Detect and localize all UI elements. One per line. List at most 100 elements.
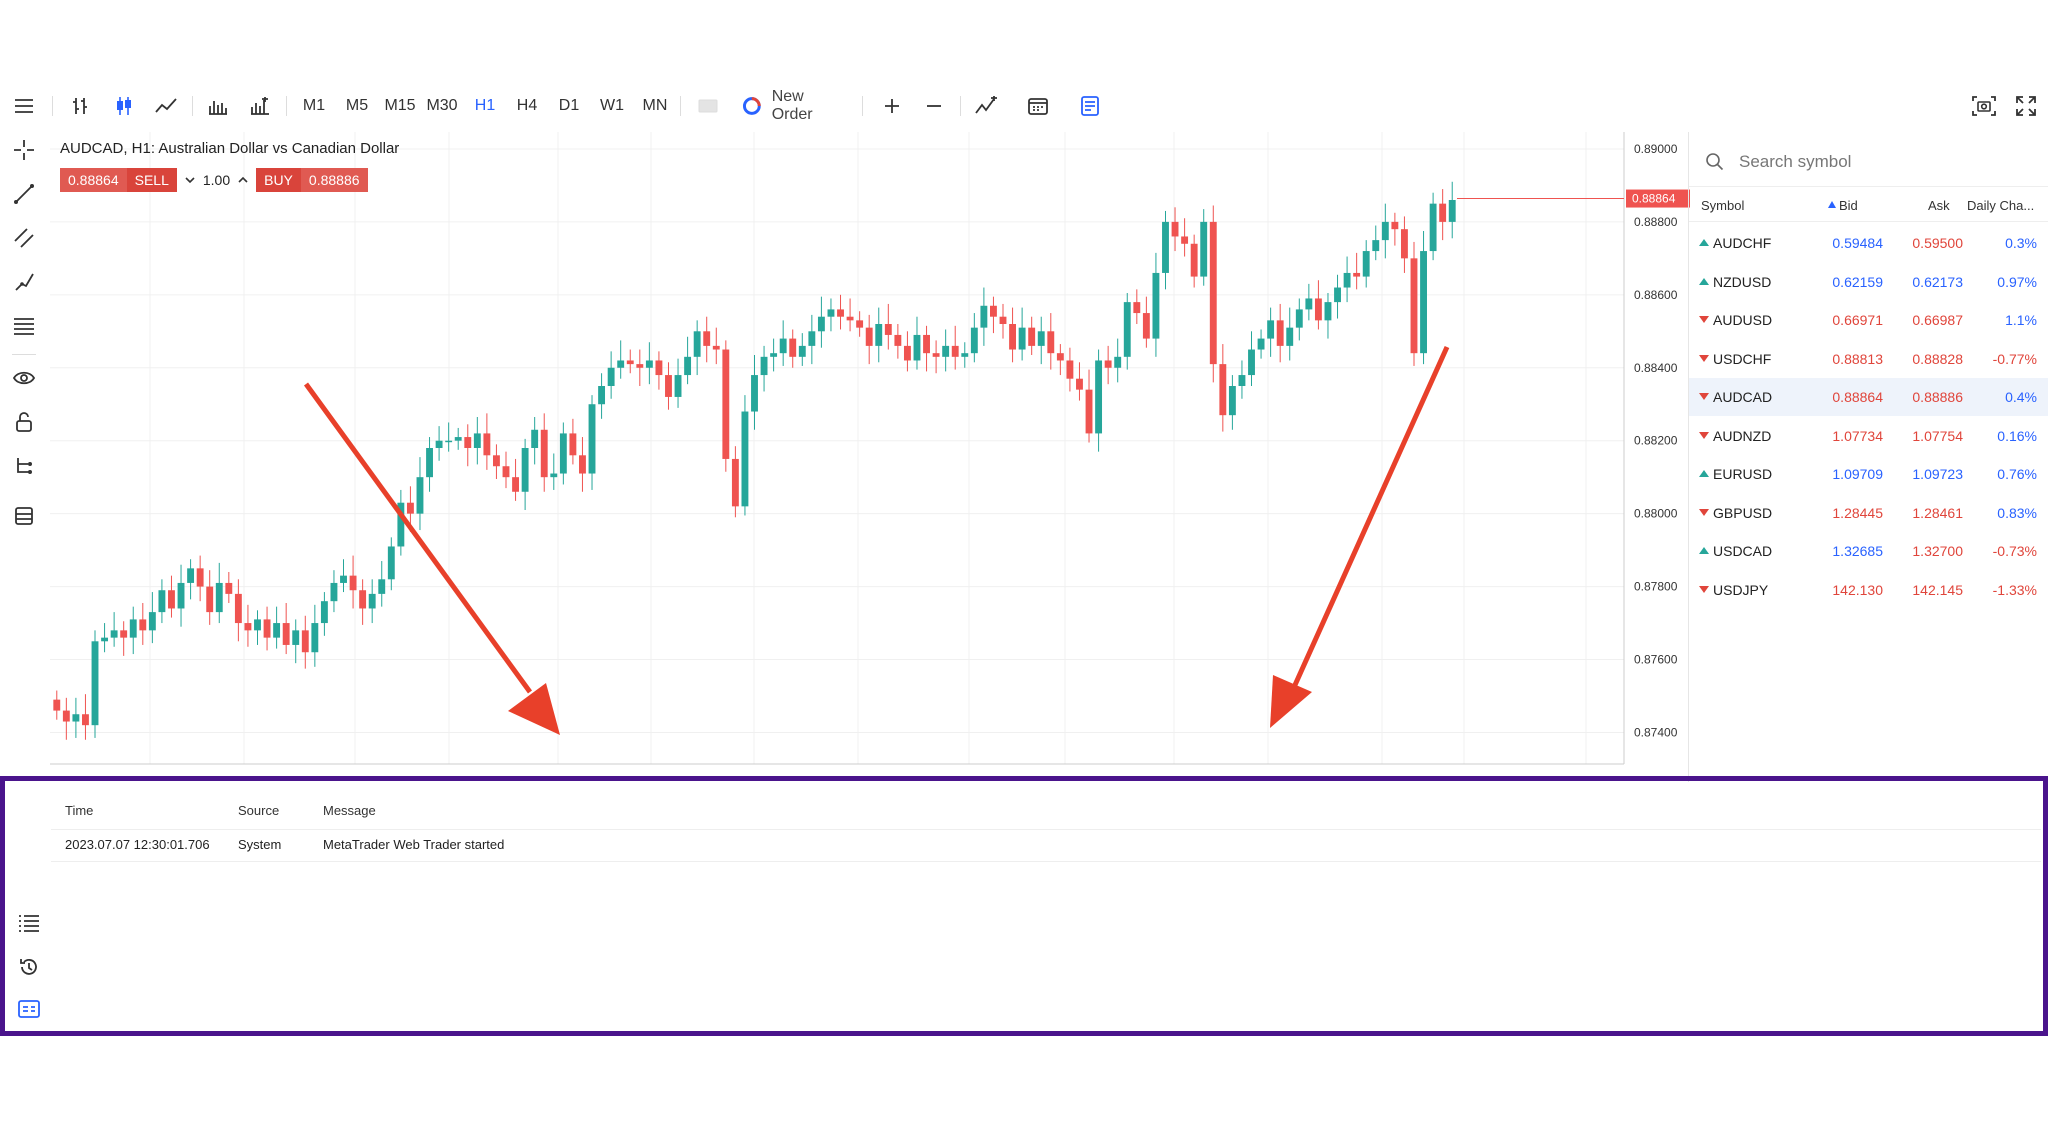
ask-value: 1.07754 — [1912, 427, 1963, 444]
candle-body — [1334, 287, 1341, 303]
bid-value: 0.88813 — [1832, 350, 1883, 367]
notes-icon[interactable] — [1078, 88, 1102, 124]
timeframe-m30[interactable]: M30 — [426, 97, 458, 114]
candlestick-chart[interactable]: 0.89000 0.88800 0.88600 0.88400 0.88200 0.880… — [50, 132, 1690, 782]
timeframe-w1[interactable]: W1 — [600, 97, 624, 114]
eye-icon[interactable] — [12, 366, 36, 390]
indicators-icon[interactable] — [248, 88, 272, 124]
col-time[interactable]: Time — [65, 803, 94, 818]
col-message[interactable]: Message — [323, 803, 376, 818]
candle-body — [951, 345, 959, 357]
y-tick-label: 0.87800 — [1634, 580, 1678, 594]
fullscreen-icon[interactable] — [2014, 88, 2038, 124]
list-icon[interactable] — [17, 911, 41, 935]
annotation-arrow-right — [1270, 345, 1450, 728]
symbol-row[interactable]: AUDCHF 0.59484 0.59500 0.3% — [1689, 224, 2048, 262]
bid-value: 0.66971 — [1832, 312, 1883, 328]
symbol-name: AUDCHF — [1713, 235, 1772, 251]
lot-size-value[interactable]: 1.00 — [202, 172, 231, 188]
candle-body — [884, 324, 892, 335]
timeframe-m1[interactable]: M1 — [302, 97, 326, 114]
timeframe-m15[interactable]: M15 — [384, 97, 416, 114]
candle-body — [330, 582, 338, 602]
sell-button[interactable]: SELL — [126, 168, 177, 192]
symbol-row[interactable]: AUDCAD 0.88864 0.88886 0.4% — [1689, 378, 2048, 416]
sell-price[interactable]: 0.88864 — [60, 168, 127, 192]
journal-icon[interactable] — [17, 997, 41, 1021]
candle-body — [129, 619, 137, 638]
chevron-down-icon[interactable] — [185, 176, 195, 184]
trend-line-icon[interactable] — [12, 182, 36, 206]
pitchfork-icon[interactable] — [12, 270, 36, 294]
candle-body — [1095, 360, 1103, 434]
channel-icon[interactable] — [12, 226, 36, 250]
timeframe-mn[interactable]: MN — [642, 97, 668, 114]
candle-body — [416, 477, 424, 514]
lock-icon[interactable] — [12, 410, 36, 434]
candle-body — [1018, 327, 1026, 350]
candle-body — [110, 630, 118, 638]
volume-icon[interactable] — [206, 88, 230, 124]
zoom-out-icon[interactable] — [922, 88, 946, 124]
candle-body — [846, 316, 854, 321]
history-icon[interactable] — [17, 955, 41, 979]
symbol-row[interactable]: EURUSD 1.09709 1.09723 0.76% — [1689, 455, 2048, 493]
symbol-name: EURUSD — [1713, 466, 1773, 482]
col-ask[interactable]: Ask — [1928, 198, 1950, 213]
candle-body — [435, 440, 443, 448]
search-input[interactable] — [1739, 152, 1999, 172]
col-daily-change[interactable]: Daily Cha... — [1967, 198, 2035, 213]
timeframe-h4[interactable]: H4 — [516, 97, 538, 114]
candlestick-icon[interactable] — [112, 88, 136, 124]
daily-change-value: -0.77% — [1992, 350, 2037, 367]
fibonacci-icon[interactable] — [12, 314, 36, 338]
zoom-in-icon[interactable] — [880, 88, 904, 124]
layers-icon[interactable] — [12, 504, 36, 528]
symbol-row[interactable]: GBPUSD 1.28445 1.28461 0.83% — [1689, 494, 2048, 532]
candle-body — [770, 353, 778, 357]
candle-body — [234, 593, 242, 624]
one-click-trading-icon[interactable] — [696, 88, 720, 124]
buy-button[interactable]: BUY — [256, 168, 301, 192]
lot-size-stepper[interactable]: 1.00 — [177, 168, 256, 192]
symbol-row[interactable]: USDJPY 142.130 142.145 -1.33% — [1689, 571, 2048, 609]
candle-body — [817, 316, 825, 332]
timeframe-m5[interactable]: M5 — [345, 97, 369, 114]
chevron-up-icon[interactable] — [238, 176, 248, 184]
y-tick-label: 0.88600 — [1634, 288, 1678, 302]
symbol-row[interactable]: NZDUSD 0.62159 0.62173 0.97% — [1689, 263, 2048, 301]
new-order-button[interactable]: New Order — [742, 88, 848, 124]
calendar-icon[interactable] — [1026, 88, 1050, 124]
daily-change-value: 1.1% — [2005, 312, 2037, 328]
timeframe-h1[interactable]: H1 — [474, 97, 496, 114]
price-chart[interactable]: 0.89000 0.88800 0.88600 0.88400 0.88200 0.880… — [50, 132, 1690, 782]
line-chart-icon[interactable] — [154, 88, 178, 124]
indicator-add-icon[interactable] — [974, 88, 1000, 124]
col-source[interactable]: Source — [238, 803, 280, 818]
symbol-row[interactable]: AUDUSD 0.66971 0.66987 1.1% — [1689, 301, 2048, 339]
col-bid[interactable]: Bid — [1839, 198, 1858, 213]
buy-price[interactable]: 0.88886 — [300, 168, 368, 192]
ask-value: 0.88886 — [1912, 389, 1963, 405]
screenshot-icon[interactable] — [1970, 88, 1998, 124]
symbol-name: AUDCAD — [1713, 389, 1773, 405]
candle-body — [473, 433, 481, 448]
timeframe-d1[interactable]: D1 — [558, 97, 580, 114]
symbol-row[interactable]: USDCHF 0.88813 0.88828 -0.77% — [1689, 340, 2048, 378]
symbol-name: AUDUSD — [1713, 312, 1773, 328]
col-symbol[interactable]: Symbol — [1701, 198, 1745, 213]
candle-body — [1410, 258, 1418, 354]
bar-chart-icon[interactable] — [68, 88, 92, 124]
symbol-row[interactable]: AUDNZD 1.07734 1.07754 0.16% — [1689, 417, 2048, 455]
menu-icon[interactable] — [12, 88, 36, 124]
symbol-search[interactable] — [1689, 144, 2048, 180]
symbol-row[interactable]: USDCAD 1.32685 1.32700 -0.73% — [1689, 532, 2048, 570]
row-divider — [51, 829, 2041, 830]
daily-change-value: 0.76% — [1997, 466, 2037, 482]
candle-body — [913, 334, 921, 361]
candle-body — [617, 360, 625, 368]
candle-body — [426, 448, 433, 478]
crosshair-icon[interactable] — [12, 138, 36, 162]
object-tree-icon[interactable] — [12, 454, 36, 478]
candle-body — [1171, 221, 1179, 237]
